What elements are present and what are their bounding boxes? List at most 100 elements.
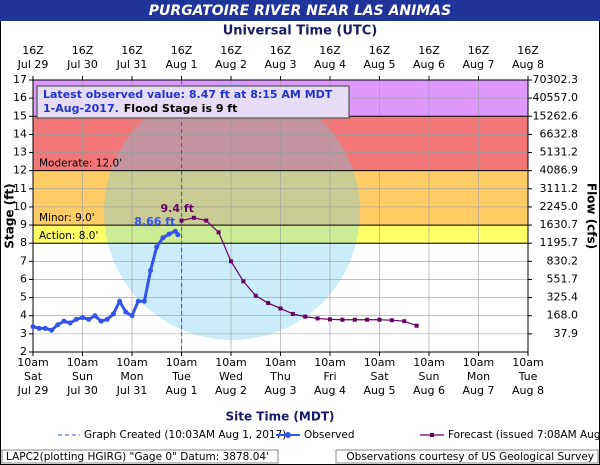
info-observed: Latest observed value: 8.47 ft at 8:15 A… [43, 88, 333, 101]
y-tick-label: 9 [20, 218, 27, 231]
y-tick-label: 11 [13, 182, 27, 195]
point [216, 230, 221, 235]
y-tick-label: 13 [13, 146, 27, 159]
annotation: 8.66 ft [134, 215, 175, 228]
point [253, 293, 258, 298]
y2-tick-label: 830.2 [547, 254, 579, 267]
x-tick-label: Tue [518, 370, 538, 383]
x-tick-label: Aug 2 [215, 384, 247, 397]
x-tick-label: Wed [219, 370, 243, 383]
x-tick-label: Mon [467, 370, 490, 383]
point [175, 232, 181, 238]
point [352, 317, 357, 322]
x-tick-label: 10am [314, 356, 345, 369]
x2-tick-label: 16Z [517, 44, 539, 57]
x-tick-label: Aug 6 [413, 384, 445, 397]
x2-tick-label: 16Z [418, 44, 440, 57]
point [340, 317, 345, 322]
x2-tick-label: Jul 29 [17, 58, 49, 71]
flood-label: Moderate: 12.0' [39, 158, 122, 170]
point [98, 318, 104, 324]
y-tick-label: 14 [13, 127, 27, 140]
series-line [181, 217, 417, 327]
y-tick-label: 4 [20, 309, 27, 322]
point [414, 323, 419, 328]
x-tick-label: Sun [419, 370, 440, 383]
y2-tick-label: 4086.9 [540, 164, 579, 177]
x-tick-label: 10am [116, 356, 147, 369]
x-tick-label: 10am [166, 356, 197, 369]
point [204, 218, 209, 223]
point [135, 298, 141, 304]
x-tick-label: 10am [215, 356, 246, 369]
point [117, 298, 123, 304]
point [389, 318, 394, 323]
x-axis-title: Site Time (MDT) [226, 410, 335, 424]
point [241, 279, 246, 284]
x-tick-label: Aug 4 [314, 384, 346, 397]
y2-tick-label: 6632.8 [540, 127, 579, 140]
x2-tick-label: Jul 31 [116, 58, 148, 71]
y2-tick-label: 40557.0 [533, 91, 579, 104]
point [73, 316, 79, 322]
x-tick-label: Thu [269, 370, 291, 383]
logo [104, 84, 360, 340]
y2-tick-label: 5131.2 [540, 146, 579, 159]
point [402, 319, 407, 324]
x-tick-label: Sat [370, 370, 389, 383]
y2-tick-label: 15262.6 [533, 109, 579, 122]
y-tick-label: 16 [13, 91, 27, 104]
x2-tick-label: Aug 5 [364, 58, 396, 71]
y-tick-label: 2 [20, 345, 27, 358]
x-tick-label: 10am [512, 356, 543, 369]
flood-label: Minor: 9.0' [39, 212, 95, 224]
x-tick-label: Aug 3 [265, 384, 297, 397]
x-tick-label: 10am [413, 356, 444, 369]
point [42, 325, 48, 331]
x2-tick-label: Aug 4 [314, 58, 346, 71]
annotation: 9.4 ft [161, 202, 194, 215]
point [92, 313, 98, 319]
x2-tick-label: Jul 30 [66, 58, 98, 71]
point [30, 324, 36, 330]
point [290, 311, 295, 316]
point [172, 228, 178, 234]
x-tick-label: Aug 5 [364, 384, 396, 397]
point [315, 316, 320, 321]
x-tick-label: 10am [67, 356, 98, 369]
y-tick-label: 5 [20, 291, 27, 304]
x-tick-label: Aug 1 [166, 384, 198, 397]
point [104, 316, 110, 322]
point [191, 215, 196, 220]
y-tick-label: 17 [13, 73, 27, 86]
point [303, 314, 308, 319]
footer-right: Observations courtesy of US Geological S… [346, 451, 594, 463]
point [49, 327, 55, 333]
y2-tick-label: 70302.3 [533, 73, 579, 86]
y-tick-label: 6 [20, 272, 27, 285]
x2-tick-label: Aug 1 [166, 58, 198, 71]
x2-tick-label: 16Z [270, 44, 292, 57]
x-tick-label: Fri [323, 370, 336, 383]
point [110, 311, 116, 317]
x2-tick-label: Aug 2 [215, 58, 247, 71]
point [365, 317, 370, 322]
x2-tick-label: Aug 6 [413, 58, 445, 71]
legend-marker [285, 432, 291, 438]
x2-tick-label: 16Z [369, 44, 391, 57]
point [36, 325, 42, 331]
info-flood: Flood Stage is 9 ft [124, 102, 238, 115]
y-tick-label: 7 [20, 254, 27, 267]
point [123, 309, 129, 315]
x2-tick-label: Aug 7 [463, 58, 495, 71]
legend-label: Graph Created (10:03AM Aug 1, 2017) [84, 429, 286, 441]
x2-tick-label: Aug 8 [512, 58, 544, 71]
x-tick-label: Jul 29 [17, 384, 49, 397]
x-tick-label: 10am [17, 356, 48, 369]
point [229, 259, 233, 264]
point [179, 218, 184, 223]
info-line2: 1-Aug-2017. Flood Stage is 9 ft [43, 102, 237, 115]
x-tick-label: 10am [463, 356, 494, 369]
info-box [36, 85, 350, 119]
